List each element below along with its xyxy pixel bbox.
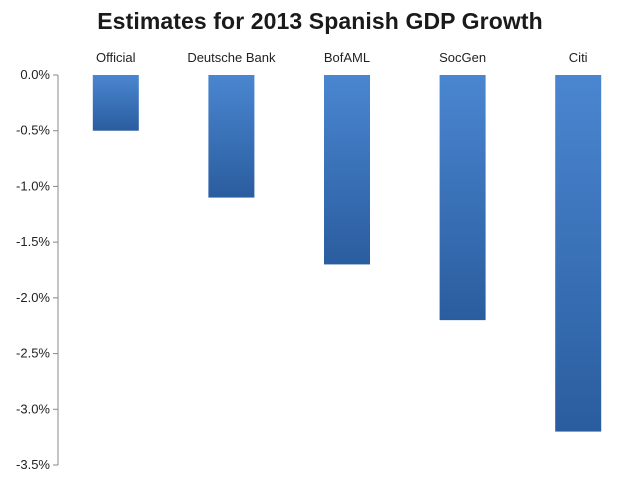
bar [324,75,370,265]
chart-title: Estimates for 2013 Spanish GDP Growth [97,8,543,34]
y-tick-label: -0.5% [16,123,50,138]
bar [439,75,486,321]
category-label: Citi [569,50,588,65]
bar [555,75,602,432]
y-tick-label: -1.0% [16,178,50,193]
category-label: BofAML [324,50,370,65]
y-tick-label: -2.5% [16,346,50,361]
category-label: SocGen [439,50,486,65]
y-tick-label: -3.5% [16,457,50,472]
category-label: Deutsche Bank [187,50,276,65]
category-label: Official [96,50,136,65]
bar [92,75,139,131]
y-tick-label: -3.0% [16,401,50,416]
y-tick-label: -1.5% [16,234,50,249]
bar [208,75,255,198]
y-tick-label: 0.0% [20,67,50,82]
y-tick-label: -2.0% [16,290,50,305]
